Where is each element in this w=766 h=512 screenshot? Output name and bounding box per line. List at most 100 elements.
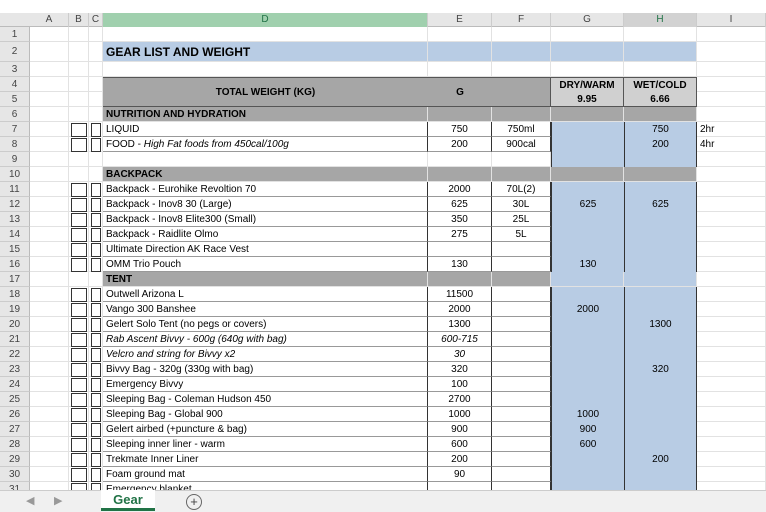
cell [30, 437, 69, 452]
cell [492, 422, 551, 437]
checkbox [91, 348, 101, 362]
cell [30, 107, 69, 122]
cell [492, 452, 551, 467]
cell [492, 332, 551, 347]
cell [624, 407, 697, 422]
cell [697, 42, 766, 62]
row-number: 12 [0, 197, 30, 212]
cell [103, 62, 428, 77]
cell [624, 182, 697, 197]
row-number: 26 [0, 407, 30, 422]
cell [428, 107, 492, 122]
cell [551, 272, 624, 287]
cell [492, 407, 551, 422]
cell [89, 27, 103, 42]
cell [30, 452, 69, 467]
checkbox [71, 423, 87, 437]
cell [624, 302, 697, 317]
cell: 1000 [551, 407, 624, 422]
cell [89, 77, 103, 92]
cell [492, 347, 551, 362]
cell [551, 317, 624, 332]
cell [30, 332, 69, 347]
checkbox [91, 303, 101, 317]
cell [492, 272, 551, 287]
corner [0, 0, 766, 13]
cell: 625 [428, 197, 492, 212]
cell [30, 212, 69, 227]
cell [551, 287, 624, 302]
cell: 1300 [428, 317, 492, 332]
row-number: 8 [0, 137, 30, 152]
add-sheet[interactable]: + [186, 494, 202, 510]
cell [697, 197, 766, 212]
cell [697, 407, 766, 422]
cell [492, 152, 551, 167]
checkbox [71, 453, 87, 467]
cell [624, 437, 697, 452]
cell: 625 [624, 197, 697, 212]
cell [624, 212, 697, 227]
cell [30, 392, 69, 407]
cell [492, 392, 551, 407]
cell [551, 167, 624, 182]
cell: 200 [624, 452, 697, 467]
cell: Backpack - Inov8 30 (Large) [103, 197, 428, 212]
row-number: 14 [0, 227, 30, 242]
cell [624, 227, 697, 242]
checkbox [71, 348, 87, 362]
checkbox [91, 393, 101, 407]
cell [624, 27, 697, 42]
cell [697, 302, 766, 317]
cell [697, 422, 766, 437]
checkbox [71, 198, 87, 212]
cell [428, 42, 492, 62]
cell: 30L [492, 197, 551, 212]
checkbox [71, 183, 87, 197]
cell [697, 392, 766, 407]
cell [30, 302, 69, 317]
cell: 750 [428, 122, 492, 137]
sheet-tabs: ◀ ▶ Gear + [0, 490, 766, 512]
cell [624, 152, 697, 167]
row-number: 16 [0, 257, 30, 272]
scroll-right[interactable]: ▶ [54, 495, 63, 507]
cell: 900 [428, 422, 492, 437]
cell: 600 [428, 437, 492, 452]
checkbox [71, 303, 87, 317]
cell: 4hr [697, 137, 766, 152]
cell [697, 377, 766, 392]
cell [30, 242, 69, 257]
cell [697, 167, 766, 182]
cell: 900 [551, 422, 624, 437]
cell [69, 152, 89, 167]
cell-italic: High Fat foods from 450cal/100g [141, 139, 289, 150]
cell [428, 152, 492, 167]
row-number: 21 [0, 332, 30, 347]
cell: Gelert airbed (+puncture & bag) [103, 422, 428, 437]
cell [89, 167, 103, 182]
checkbox [71, 258, 87, 272]
scroll-left[interactable]: ◀ [26, 495, 35, 507]
cell [697, 242, 766, 257]
row-number: 3 [0, 62, 30, 77]
cell [428, 272, 492, 287]
column-header: H [624, 13, 697, 27]
checkbox [71, 123, 87, 137]
checkbox [71, 468, 87, 482]
cell [551, 452, 624, 467]
column-header: G [551, 13, 624, 27]
cell [551, 332, 624, 347]
cell [697, 452, 766, 467]
cell: Bivvy Bag - 320g (330g with bag) [103, 362, 428, 377]
row-number: 11 [0, 182, 30, 197]
cell: Foam ground mat [103, 467, 428, 482]
cell [30, 197, 69, 212]
checkbox [91, 243, 101, 257]
cell [492, 62, 551, 77]
cell [624, 42, 697, 62]
sheet-tab[interactable]: Gear [101, 490, 155, 511]
cell [30, 62, 69, 77]
checkbox [91, 258, 101, 272]
cell [551, 212, 624, 227]
